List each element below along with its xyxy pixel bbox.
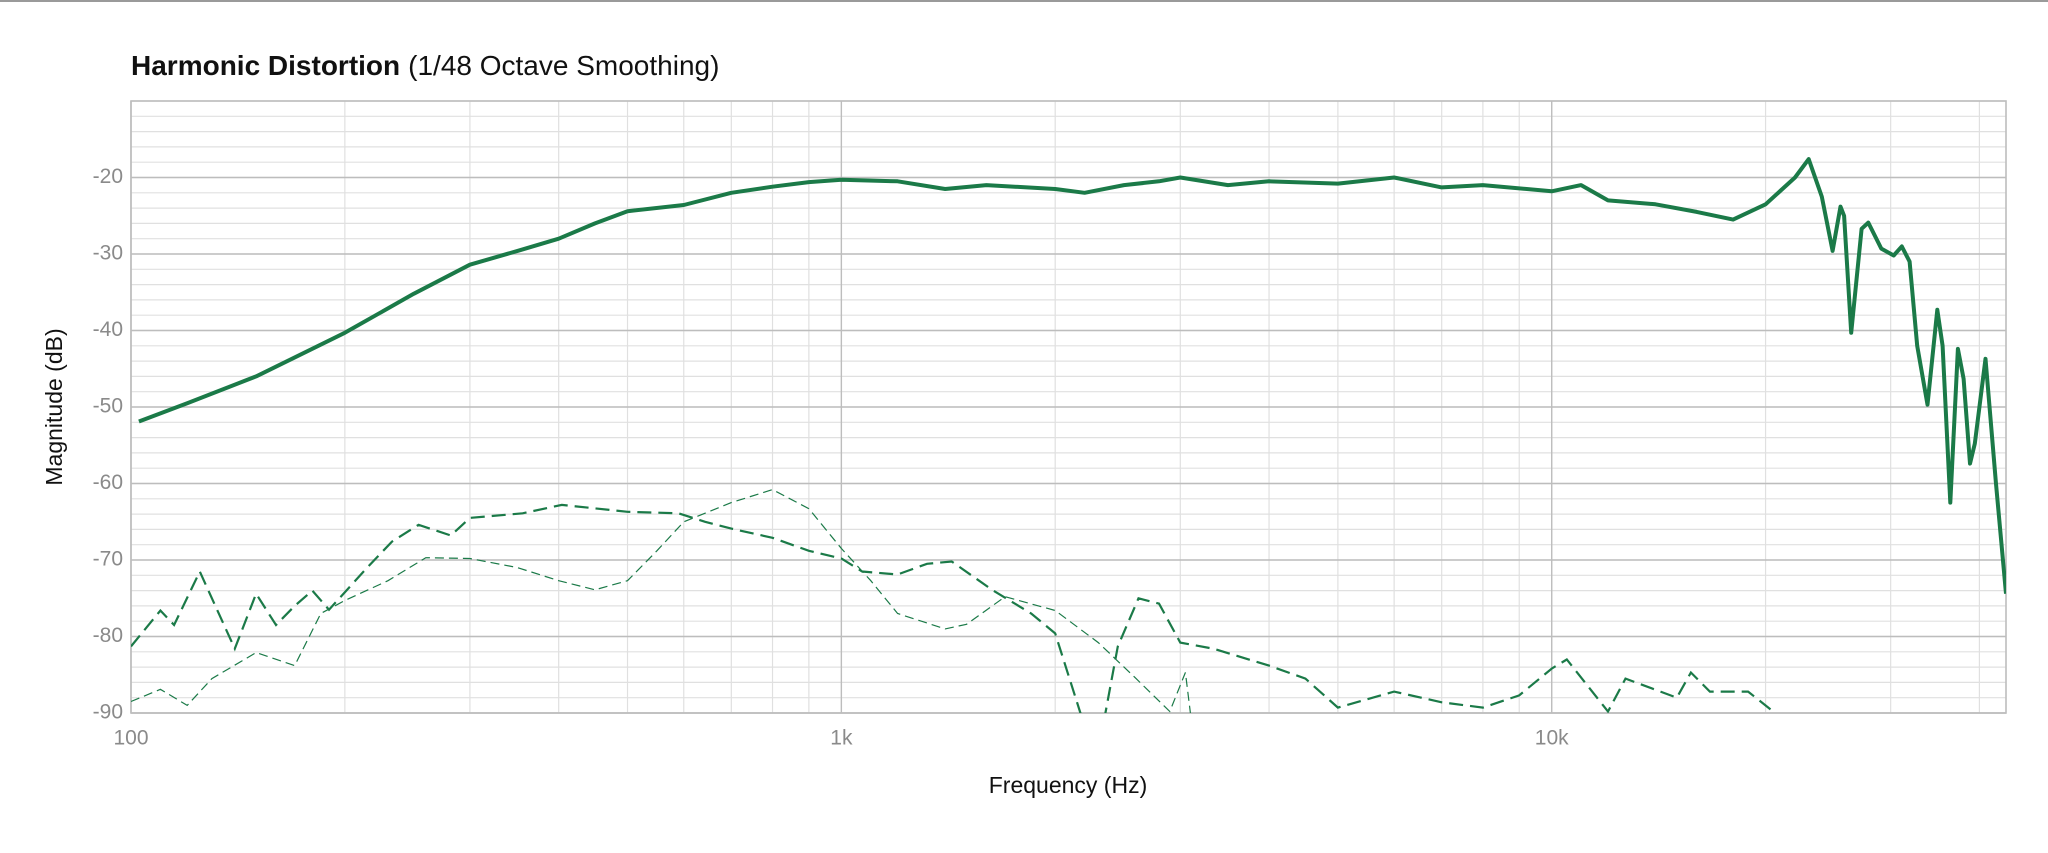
y-tick-label: -30 <box>93 242 123 265</box>
series-line <box>131 503 1774 713</box>
y-tick-label: -40 <box>93 318 123 341</box>
chart-title: Harmonic Distortion <box>131 50 400 81</box>
x-tick-label: 100 <box>113 727 148 750</box>
grid <box>130 100 2006 714</box>
chart-heading: Harmonic Distortion (1/48 Octave Smoothin… <box>131 50 719 81</box>
y-tick-label: -90 <box>93 701 123 724</box>
series-group <box>131 157 2006 713</box>
series-line <box>138 157 2006 594</box>
chart-subtitle: (1/48 Octave Smoothing) <box>408 50 719 81</box>
x-tick-label: 10k <box>1535 727 1569 750</box>
y-tick-label: -70 <box>93 548 123 571</box>
plot-frame <box>130 100 2007 714</box>
y-axis-label: Magnitude (dB) <box>41 328 67 485</box>
x-axis-label: Frequency (Hz) <box>989 772 1147 798</box>
y-tick-label: -80 <box>93 624 123 647</box>
series-line <box>131 488 1192 713</box>
y-tick-label: -60 <box>93 471 123 494</box>
x-tick-label: 1k <box>830 727 853 750</box>
y-tick-label: -20 <box>93 165 123 188</box>
y-tick-label: -50 <box>93 395 123 418</box>
